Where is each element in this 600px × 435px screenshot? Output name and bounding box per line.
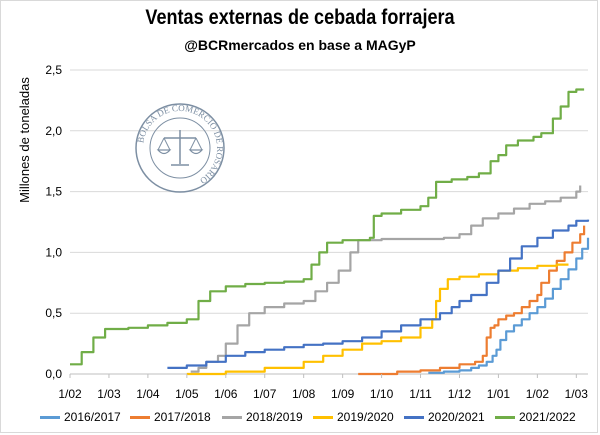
- x-tick-label: 1/05: [175, 387, 199, 401]
- legend-label: 2016/2017: [64, 410, 121, 424]
- y-tick-label: 1,5: [45, 185, 62, 199]
- legend-item: 2018/2019: [222, 407, 303, 427]
- x-tick-label: 1/09: [331, 387, 355, 401]
- legend-swatch: [130, 415, 150, 419]
- x-tick-label: 1/08: [292, 387, 316, 401]
- legend-label: 2021/2022: [519, 410, 576, 424]
- legend-label: 2019/2020: [337, 410, 394, 424]
- x-tick-label: 1/03: [97, 387, 121, 401]
- legend-swatch: [222, 415, 242, 419]
- x-tick-label: 1/12: [448, 387, 472, 401]
- legend-item: 2019/2020: [313, 407, 394, 427]
- series-line-4: [167, 219, 590, 369]
- x-tick-label: 1/02: [58, 387, 82, 401]
- x-tick-label: 1/07: [253, 387, 277, 401]
- x-tick-label: 1/03: [565, 387, 589, 401]
- chart-subtitle: @BCRmercados en base a MAGyP: [184, 37, 416, 53]
- series-lines: [70, 88, 590, 376]
- gridlines: [70, 69, 588, 375]
- x-tick-label: 1/06: [214, 387, 238, 401]
- x-tick-labels: 1/02 1/03 1/04 1/05 1/06 1/07 1/08 1/09 1/10 1/11…: [58, 374, 588, 401]
- series-line-3: [186, 263, 569, 376]
- x-tick-label: 1/04: [136, 387, 160, 401]
- series-line-0: [428, 237, 590, 374]
- legend-item: 2016/2017: [40, 407, 121, 427]
- legend: 2016/2017 2017/2018 2018/2019 2019/2020 2020…: [0, 407, 600, 427]
- series-line-1: [358, 225, 586, 376]
- y-tick-label: 0,5: [45, 306, 62, 320]
- legend-item: 2017/2018: [130, 407, 211, 427]
- chart-title: Ventas externas de cebada forrajera: [145, 6, 455, 29]
- x-tick-label: 1/02: [526, 387, 550, 401]
- line-chart: BOLSA DE COMERCIO DE ROSARIO 0,0 0,5 1,0 1,…: [17, 63, 590, 401]
- legend-label: 2017/2018: [154, 410, 211, 424]
- watermark-seal: BOLSA DE COMERCIO DE ROSARIO: [135, 103, 225, 193]
- series-line-5: [70, 88, 585, 366]
- legend-label: 2018/2019: [246, 410, 303, 424]
- legend-label: 2020/2021: [428, 410, 485, 424]
- x-tick-label: 1/10: [370, 387, 394, 401]
- legend-item: 2021/2022: [495, 407, 576, 427]
- y-tick-labels: 0,0 0,5 1,0 1,5 2,0 2,5: [45, 63, 62, 381]
- legend-swatch: [40, 415, 60, 419]
- x-tick-label: 1/01: [487, 387, 511, 401]
- x-tick-label: 1/11: [409, 387, 432, 401]
- y-tick-label: 2,0: [45, 124, 62, 138]
- y-tick-label: 0,0: [45, 367, 62, 381]
- legend-swatch: [404, 415, 424, 419]
- legend-item: 2020/2021: [404, 407, 485, 427]
- legend-swatch: [313, 415, 333, 419]
- y-tick-label: 2,5: [45, 63, 62, 77]
- y-axis-label: Millones de toneladas: [17, 77, 32, 203]
- y-tick-label: 1,0: [45, 245, 62, 259]
- series-line-2: [190, 185, 582, 373]
- legend-swatch: [495, 415, 515, 419]
